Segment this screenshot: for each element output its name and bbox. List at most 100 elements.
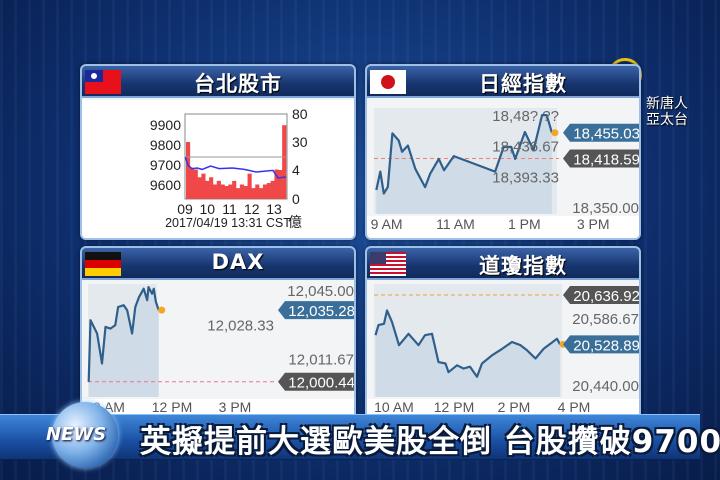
volume-bar	[232, 180, 237, 199]
x-axis-band	[367, 216, 639, 238]
y-tick-label: 12,045.00	[287, 283, 354, 300]
x-tick-label: 2 PM	[498, 399, 531, 415]
y-tick-label: 20,440.00	[572, 378, 639, 395]
x-tick-label: 11 AM	[436, 216, 475, 232]
y-tick-label: 12,028.33	[207, 317, 274, 334]
panel-header: DAX	[82, 248, 354, 280]
current-price-label: 18,455.03	[573, 126, 640, 143]
volume-tick-label: 4	[292, 162, 300, 178]
panel-title: DAX	[211, 250, 265, 274]
panel-title: 道瓊指數	[479, 254, 567, 278]
volume-bar	[212, 184, 218, 199]
y-tick-label: 20,586.67	[572, 311, 639, 328]
volume-bar	[243, 185, 248, 199]
volume-bar	[228, 184, 233, 199]
volume-bar	[205, 180, 210, 199]
x-tick-label: 1 PM	[508, 216, 541, 232]
volume-bar	[201, 173, 206, 199]
last-price-dot	[551, 129, 559, 137]
x-tick-label: 13	[266, 201, 282, 217]
x-tick-label: 12	[244, 201, 260, 217]
current-price-tag	[563, 123, 639, 142]
volume-bar	[193, 169, 198, 199]
y-tick-label: 9800	[150, 137, 181, 153]
volume-tick-label: 30	[292, 134, 308, 150]
volume-bar	[209, 177, 214, 199]
panel-usa: 道瓊指數 20,586.67 20,440.00 20,636.92 20,528.8…	[365, 246, 641, 420]
volume-bar	[186, 142, 191, 199]
volume-bar	[266, 183, 271, 199]
x-tick-label: 9 AM	[371, 216, 403, 232]
volume-bar	[189, 167, 194, 199]
previous-close-tag	[563, 149, 639, 168]
y-tick-label: 9700	[150, 157, 181, 173]
usa-flag-icon	[370, 252, 406, 276]
x-tick-label: 10 AM	[374, 399, 414, 415]
volume-bar	[247, 173, 252, 199]
timestamp: 2017/04/19 13:31 CST	[165, 216, 291, 230]
headline: 英擬提前大選歐美股全倒 台股攢破9700點	[140, 424, 720, 460]
panel-japan: 日經指數 18,48?.?? 18,436.67 18,393.33 18,350.0…	[365, 64, 641, 240]
volume-bar	[224, 185, 229, 199]
volume-bar	[274, 169, 279, 199]
dow-jones-chart: 20,586.67 20,440.00 20,636.92 20,528.89 10 A…	[367, 284, 640, 418]
taiwan-flag-icon	[85, 70, 121, 94]
panel-taiwan: 台北股市 9900 9800 9700 9600 80 30 4 0 億 09 10 11 12 13 20…	[80, 64, 356, 240]
volume-bar	[259, 188, 264, 199]
panel-title: 日經指數	[479, 72, 567, 96]
index-line	[184, 156, 286, 179]
price-line	[375, 114, 553, 195]
x-tick-label: 12 PM	[152, 399, 192, 415]
news-logo-text: NEWS	[46, 424, 107, 445]
price-line	[87, 286, 160, 382]
y-tick-label: 12,011.67	[288, 352, 354, 369]
volume-bar	[197, 177, 202, 199]
japan-flag-icon	[370, 70, 406, 94]
previous-close-label: 12,000.44	[288, 375, 355, 392]
y-tick-label: 18,436.67	[492, 139, 559, 156]
taiwan-chart: 9900 9800 9700 9600 80 30 4 0 億 09 10 11 12 132017/04…	[150, 106, 308, 231]
volume-bar	[255, 184, 260, 199]
volume-bar	[282, 125, 287, 199]
volume-bar	[251, 188, 256, 199]
volume-tick-label: 80	[292, 106, 308, 122]
nikkei-chart: 18,48?.?? 18,436.67 18,393.33 18,350.00 18,4…	[367, 108, 640, 238]
panel-header: 台北股市	[82, 66, 354, 98]
panel-title: 台北股市	[194, 72, 282, 96]
volume-bar	[262, 184, 268, 199]
current-price-tag	[563, 335, 639, 354]
volume-bar	[236, 188, 241, 199]
volume-unit: 億	[288, 215, 302, 231]
y-tick-label: 18,48?.??	[492, 108, 559, 125]
x-tick-label: 4 PM	[558, 399, 591, 415]
panel-header: 日經指數	[367, 66, 639, 98]
x-axis-band	[82, 399, 354, 418]
previous-close-tag	[278, 372, 354, 391]
price-line	[374, 309, 561, 378]
x-tick-label: 3 PM	[577, 216, 610, 232]
volume-bar	[278, 170, 283, 199]
x-tick-label: 09	[177, 201, 193, 217]
news-globe-logo	[52, 402, 118, 468]
current-price-label: 12,035.28	[288, 303, 355, 320]
volume-tick-label: 0	[292, 191, 300, 207]
last-price-dot	[158, 306, 166, 314]
panel-germany: DAX 12,045.00 12,028.33 12,011.67 12,000.44…	[80, 246, 356, 420]
x-axis-band	[367, 399, 639, 418]
x-tick-label: 11	[222, 201, 237, 217]
germany-flag-icon	[85, 252, 121, 276]
y-tick-label: 18,393.33	[492, 169, 559, 186]
current-price-tag	[278, 301, 354, 320]
volume-bar	[220, 184, 225, 199]
y-tick-label: 18,350.00	[572, 200, 639, 217]
x-tick-label: 10	[199, 201, 215, 217]
volume-bar	[270, 180, 275, 199]
previous-close-tag	[563, 286, 639, 305]
area-fill	[375, 310, 560, 397]
previous-close-label: 18,418.59	[573, 151, 640, 168]
y-tick-label: 9900	[150, 117, 181, 133]
area-fill	[376, 115, 552, 214]
current-price-label: 20,528.89	[573, 337, 640, 354]
volume-bar	[216, 180, 221, 199]
channel-logo-text: 新唐人亞太台	[646, 96, 688, 128]
